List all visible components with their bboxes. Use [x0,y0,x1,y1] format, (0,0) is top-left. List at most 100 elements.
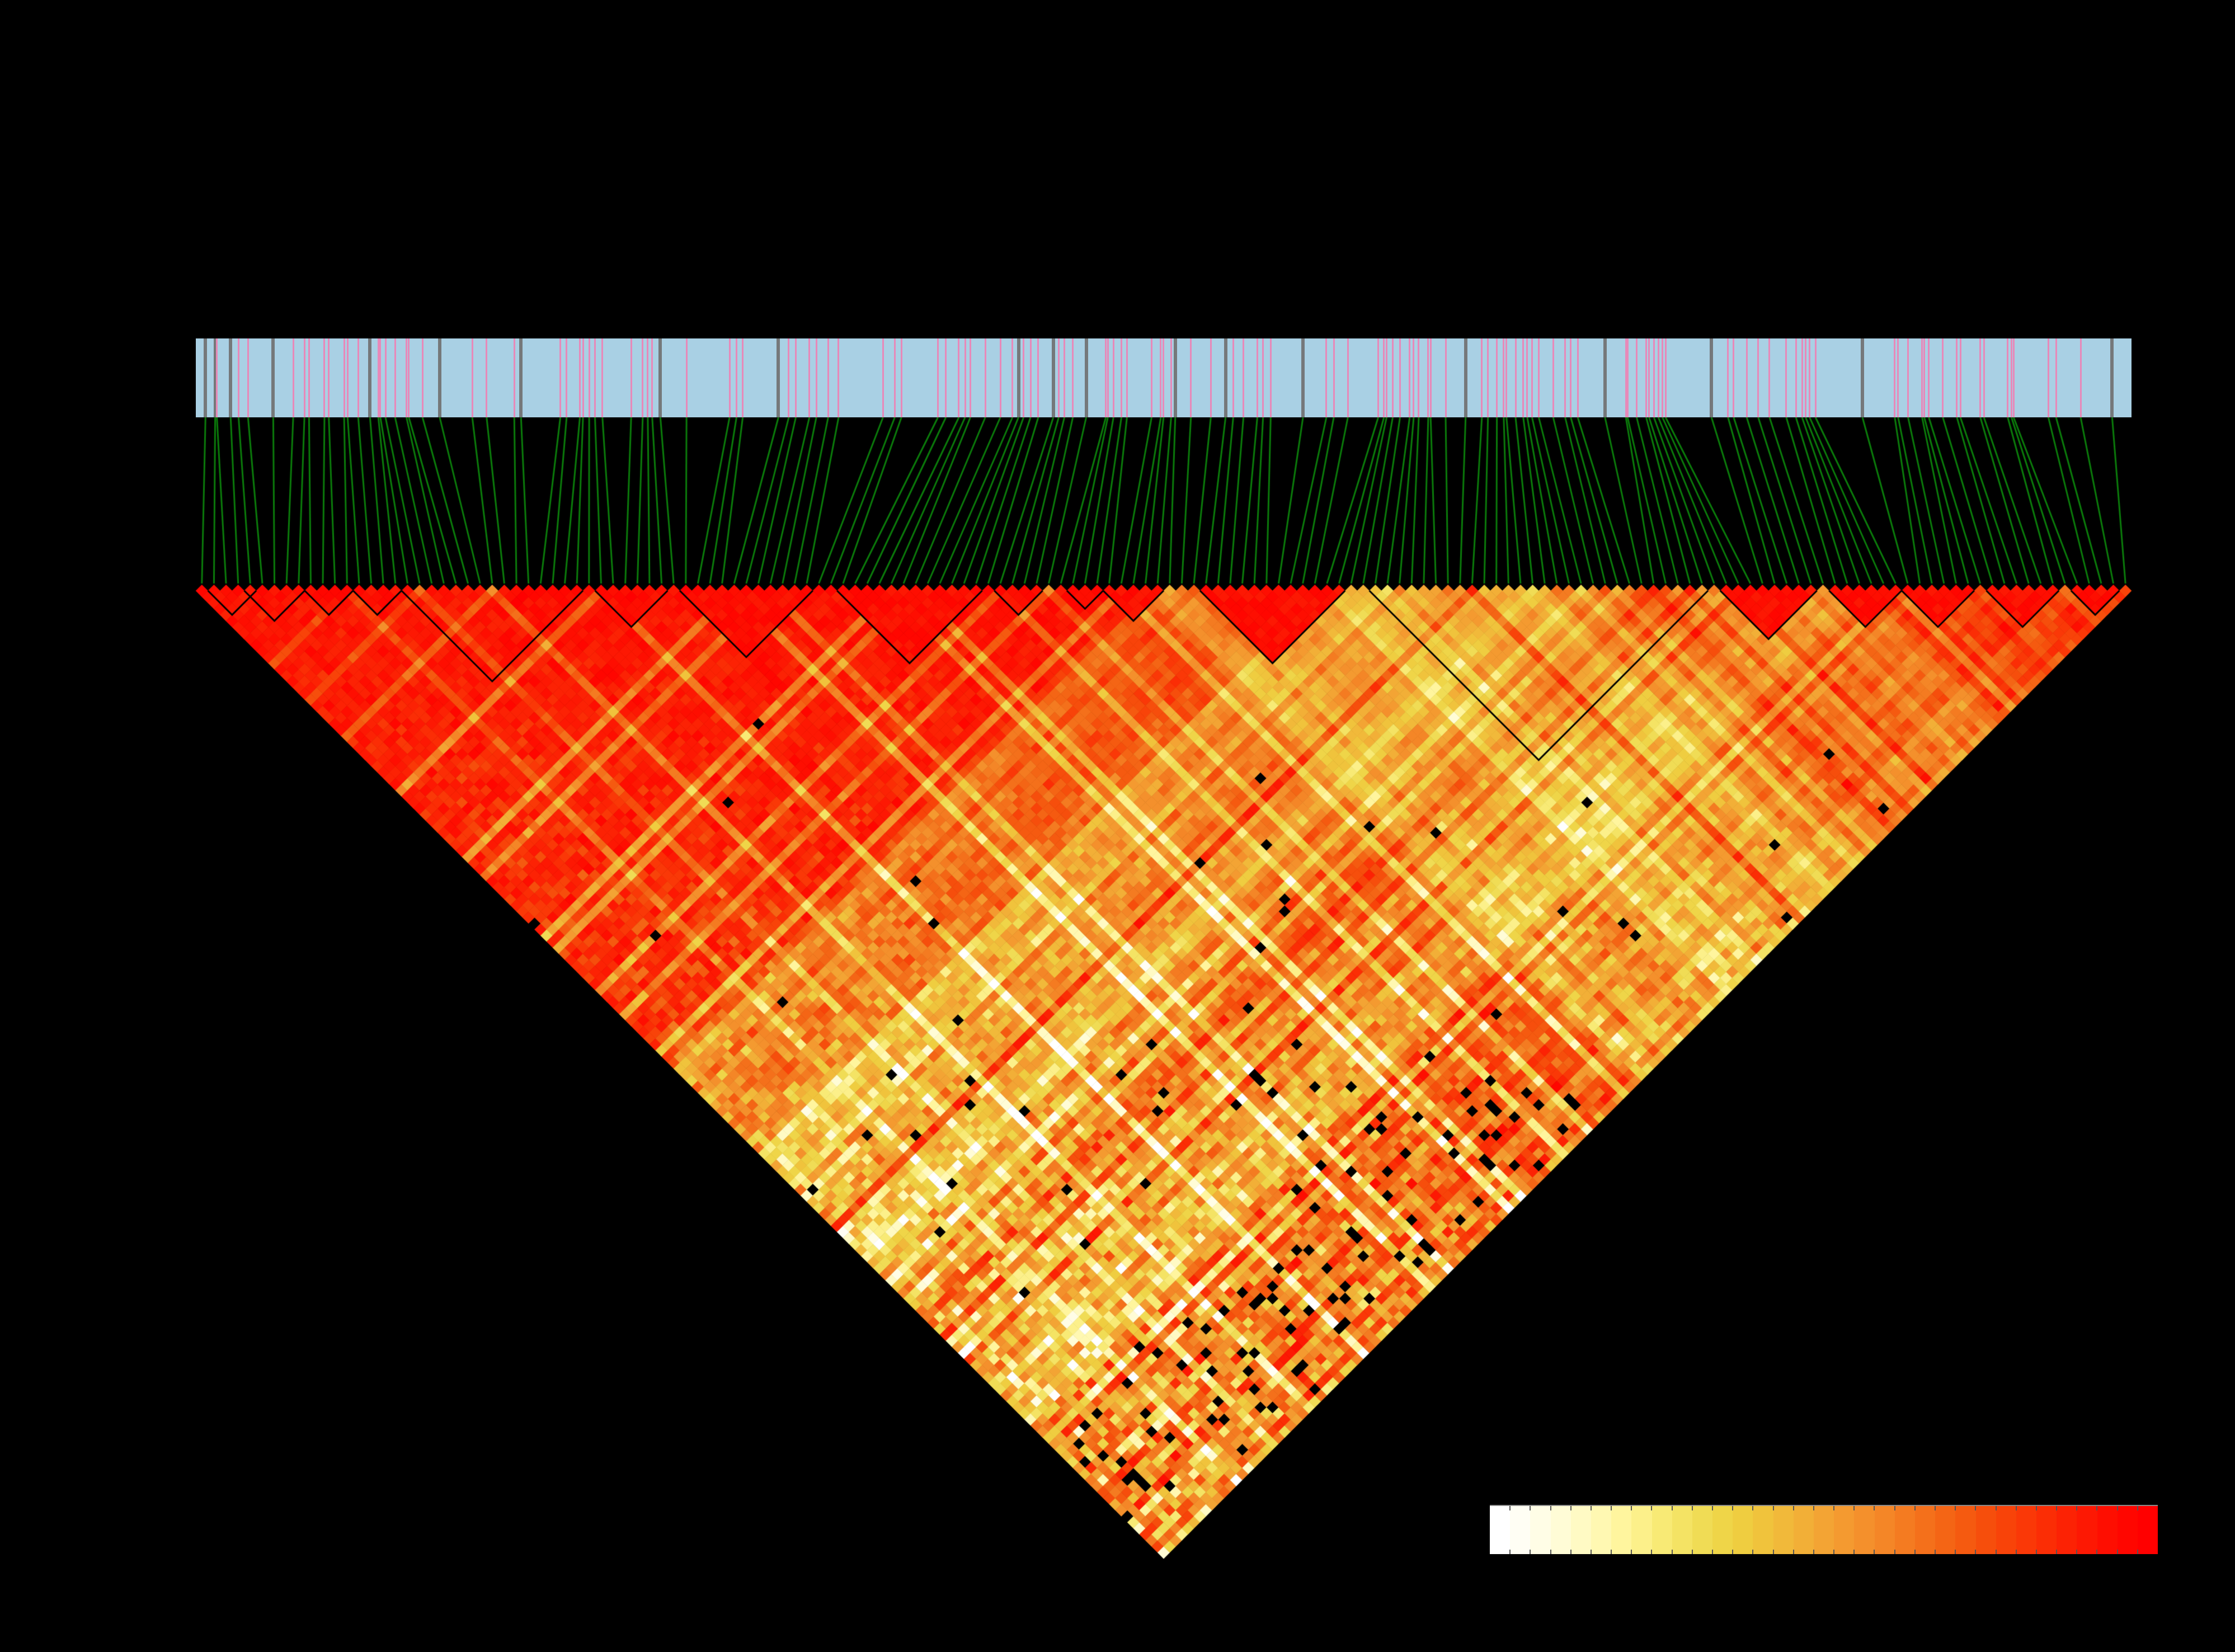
highlight-tick [1084,338,1088,417]
snp-tick [2047,338,2049,417]
color-key-segment [1753,1506,1773,1554]
snp-tick [1150,338,1152,417]
snp-tick [582,338,584,417]
color-key-tick [1813,1506,1814,1510]
color-key-tick [1671,1550,1673,1554]
color-key-segment [1773,1506,1794,1554]
highlight-tick [1051,338,1055,417]
snp-tick [1163,338,1165,417]
snp-tick [900,338,902,417]
snp-tick [651,338,653,417]
snp-tick [1894,338,1896,417]
color-key-segment [2016,1506,2037,1554]
snp-tick [343,338,345,417]
snp-tick [216,338,218,417]
snp-tick [1418,338,1420,417]
snp-tick [237,338,239,417]
snp-tick [647,338,649,417]
snp-tick [513,338,515,417]
snp-tick [1626,338,1629,417]
snp-tick [969,338,971,417]
snp-tick [421,338,424,417]
color-key-segment [1955,1506,1976,1554]
color-key-tick [1590,1550,1592,1554]
color-key-tick [1995,1550,1997,1554]
snp-tick [1262,338,1264,417]
color-key-segment [1591,1506,1612,1554]
color-key-tick [2137,1506,2138,1510]
snp-tick [1444,338,1447,417]
snp-tick [735,338,737,417]
snp-tick [937,338,939,417]
snp-tick [1210,338,1212,417]
color-key-segment [1631,1506,1652,1554]
highlight-tick [229,338,233,417]
color-key-tick [2035,1550,2037,1554]
color-key-segment [1510,1506,1531,1554]
snp-tick [1243,338,1245,417]
snp-tick [964,338,966,417]
color-key-segment [1570,1506,1591,1554]
snp-tick [815,338,817,417]
snp-tick [1505,338,1508,417]
highlight-tick [519,338,523,417]
snp-tick [958,338,960,417]
snp-tick [728,338,731,417]
snp-tick [1057,338,1060,417]
color-key-segment [2117,1506,2138,1554]
snp-tick [1037,338,1039,417]
color-key-segment [1712,1506,1733,1554]
snp-tick [1907,338,1909,417]
snp-tick [1029,338,1032,417]
color-key-tick [2056,1550,2058,1554]
color-key-tick [1772,1506,1774,1510]
snp-tick [1333,338,1335,417]
color-key-segment [1834,1506,1855,1554]
color-key-segment [1672,1506,1692,1554]
highlight-tick [1464,338,1467,417]
color-key-tick [1671,1506,1673,1510]
snp-tick [788,338,790,417]
snp-tick [1413,338,1415,417]
snp-tick [1768,338,1771,417]
snp-tick [630,338,632,417]
color-key-segment [1490,1506,1511,1554]
snp-tick [1107,338,1109,417]
snp-tick [1662,338,1663,417]
color-key-tick [1631,1506,1632,1510]
snp-tick [1429,338,1432,417]
color-key-tick [2116,1550,2118,1554]
snp-tick [893,338,896,417]
snp-tick [1496,338,1498,417]
highlight-tick [1017,338,1020,417]
color-key-tick [1894,1506,1895,1510]
snp-tick [1531,338,1533,417]
snp-tick [588,338,590,417]
snp-tick [1897,338,1899,417]
color-key-tick [2076,1506,2078,1510]
snp-tick [1745,338,1748,417]
color-key-tick [1631,1550,1632,1554]
highlight-tick [777,338,780,417]
snp-tick [1347,338,1349,417]
color-key-tick [1611,1550,1612,1554]
color-key-segment [1793,1506,1814,1554]
snp-tick [594,338,596,417]
color-key-tick [1611,1506,1612,1510]
highlight-tick [213,338,217,417]
color-key-tick [1955,1506,1956,1510]
color-key-tick [1752,1550,1754,1554]
color-key-segment [1874,1506,1895,1554]
color-key-tick [1732,1506,1734,1510]
highlight-tick [2110,338,2114,417]
snp-tick [1664,338,1667,417]
snp-tick [1564,338,1566,417]
snp-tick [1399,338,1401,417]
color-key-segment [2036,1506,2057,1554]
snp-tick [1645,338,1648,417]
snp-tick [2012,338,2015,417]
highlight-tick [437,338,441,417]
color-key-tick [1894,1550,1895,1554]
snp-tick [1391,338,1394,417]
snp-tick [808,338,811,417]
